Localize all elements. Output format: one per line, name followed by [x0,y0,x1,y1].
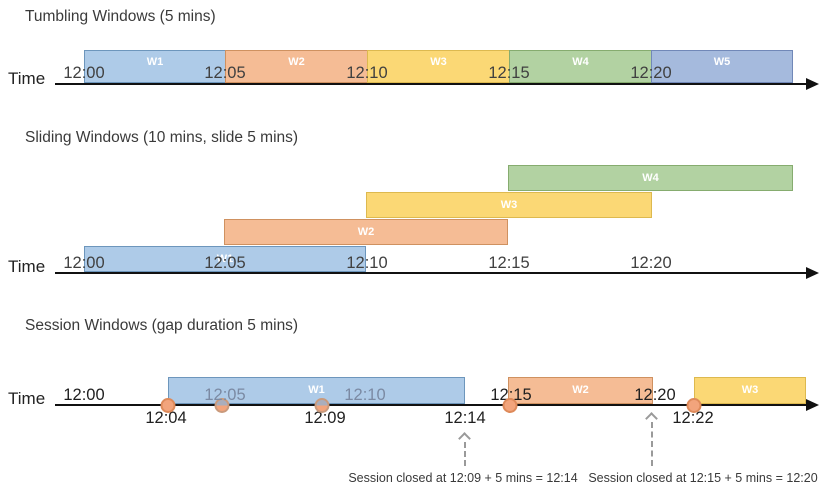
window-label: W1 [308,384,325,396]
tick-label: 12:20 [630,254,672,272]
annotation-text: Session closed at 12:15 + 5 mins = 12:20 [588,471,818,485]
time-axis-label: Time [8,257,46,276]
event-dot [214,398,230,413]
timeline-arrowhead [806,78,819,90]
section-title-session: Session Windows (gap duration 5 mins) [25,317,299,334]
window-label: W1 [216,252,234,265]
arrow-stem [651,422,653,466]
tick-label: 12:05 [204,64,246,82]
window-label: W4 [642,171,659,184]
window-w2: W2 [508,377,653,404]
window-label: W2 [572,384,589,396]
event-time-label: 12:04 [145,409,187,427]
tick-label: 12:10 [344,386,386,404]
window-label: W3 [741,384,759,396]
window-label: W3 [500,198,518,211]
arrow-up-icon [458,432,471,445]
window-w1: W1 [84,246,366,272]
tick-label: 12:05 [204,254,246,272]
timeline [55,83,807,85]
tick-label: 12:15 [490,386,532,404]
window-label: W5 [713,56,731,68]
window-label: W3 [430,56,447,68]
window-label: W1 [146,56,164,68]
window-w3: W3 [694,377,806,404]
event-time-label: 12:22 [672,409,714,427]
tick-label: 12:20 [630,64,672,82]
window-w3: W3 [367,50,510,83]
tick-label: 12:10 [346,64,388,82]
window-label: W2 [357,225,375,238]
tick-label: 12:15 [488,64,530,82]
arrow-up-icon [645,412,658,425]
time-axis-label: Time [8,389,46,408]
window-w5: W5 [651,50,793,83]
section-title-tumbling: Tumbling Windows (5 mins) [25,8,216,25]
tick-label: 12:00 [63,64,105,82]
tick-label: 12:15 [488,254,530,272]
event-dot [686,398,702,413]
timeline-arrowhead [806,267,819,279]
timeline [55,404,807,406]
tick-label: 12:00 [63,254,105,272]
annotation-text: Session closed at 12:09 + 5 mins = 12:14 [348,471,578,485]
event-dot [314,398,330,413]
tick-label: 12:10 [346,254,388,272]
timeline-arrowhead [806,399,819,411]
window-label: W4 [572,56,589,68]
event-dot [502,398,518,413]
window-w1: W1 [84,50,226,83]
window-label: W2 [288,56,305,68]
window-w3: W3 [366,192,652,218]
section-title-sliding: Sliding Windows (10 mins, slide 5 mins) [25,129,299,146]
event-time-label: 12:09 [304,409,346,427]
window-w2: W2 [225,50,368,83]
window-w2: W2 [224,219,508,245]
window-w4: W4 [508,165,793,191]
time-axis-label: Time [8,69,46,88]
tick-label: 12:00 [63,386,105,404]
timeline [55,272,807,274]
tick-label: 12:05 [204,386,246,404]
event-dot [160,398,176,413]
tick-label: 12:20 [634,386,676,404]
event-time-label: 12:14 [444,409,486,427]
arrow-stem [464,442,466,466]
